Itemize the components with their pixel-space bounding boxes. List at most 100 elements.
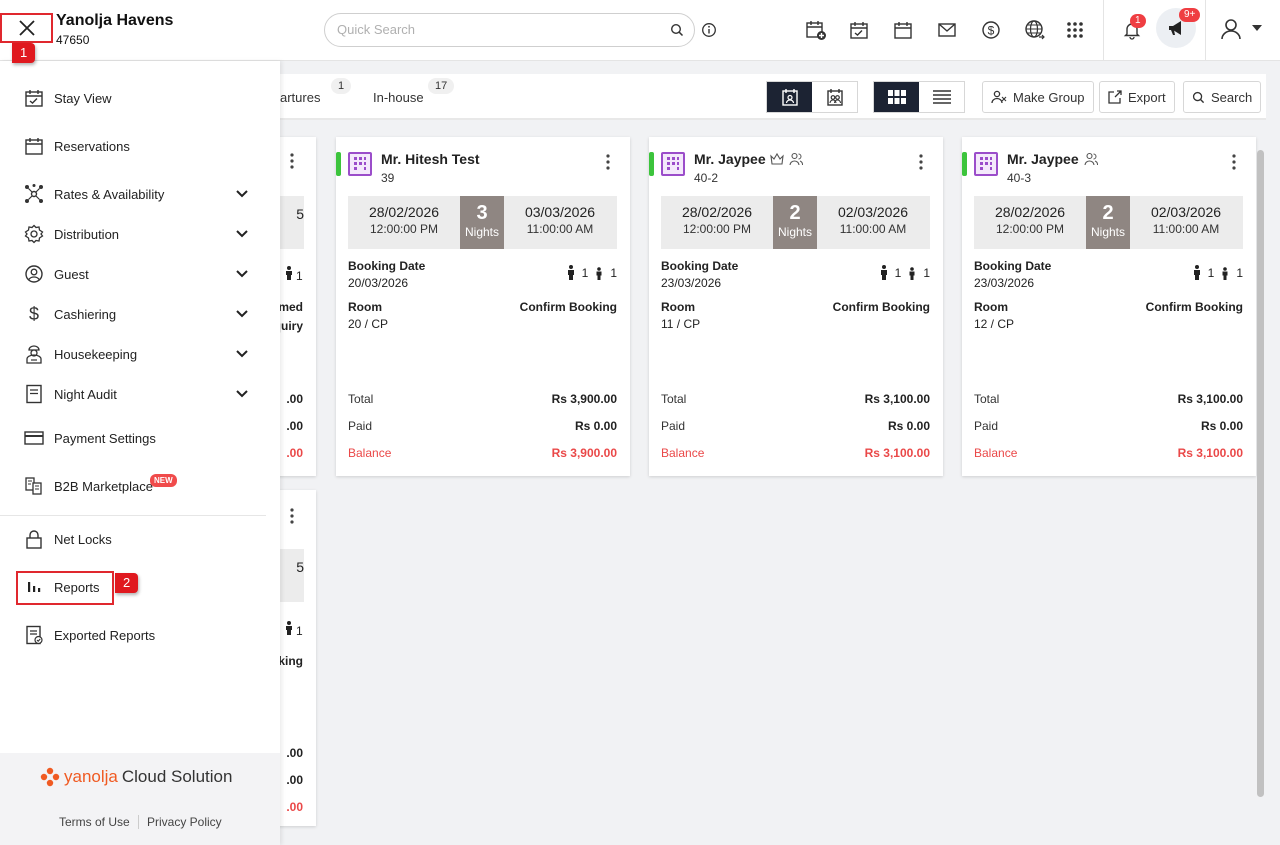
pax-info: 1 1: [566, 265, 617, 280]
guest-view-button[interactable]: [767, 82, 812, 112]
search-button[interactable]: Search: [1183, 81, 1262, 113]
check-out: 02/03/2026 11:00:00 AM: [1130, 204, 1242, 236]
kebab-menu-icon[interactable]: [290, 153, 294, 169]
guest-name[interactable]: Mr. Jaypee: [1007, 151, 1079, 167]
yanolja-logo-icon: [40, 767, 60, 787]
adult-icon: [567, 265, 574, 280]
footer-divider: [138, 815, 139, 829]
reports-highlight: [16, 571, 114, 605]
svg-text:$: $: [988, 24, 995, 38]
terms-link[interactable]: Terms of Use: [59, 815, 130, 829]
mail-icon[interactable]: [935, 18, 959, 42]
nights-label: Nights: [1090, 225, 1125, 239]
check-out-time: 11:00:00 AM: [1152, 222, 1220, 236]
vertical-scrollbar[interactable]: [1257, 150, 1264, 797]
child-icon: [909, 267, 915, 280]
make-group-button[interactable]: Make Group: [982, 81, 1094, 113]
user-avatar-icon[interactable]: [1219, 17, 1243, 41]
kebab-menu-icon[interactable]: [1226, 153, 1242, 171]
sidebar-item-b2b-marketplace[interactable]: B2B Marketplace NEW: [0, 466, 266, 506]
reservation-toolbar: artures 1 In-house 17 Make Group Export …: [280, 74, 1266, 120]
guest-name[interactable]: Mr. Jaypee: [694, 151, 766, 167]
grid-view-button[interactable]: [874, 82, 919, 112]
child-count: 1: [1236, 266, 1243, 280]
tab-departures-count: 1: [331, 78, 352, 94]
sidebar-item-payment-settings[interactable]: Payment Settings: [0, 418, 266, 458]
check-out-date: 02/03/2026: [1150, 204, 1222, 220]
apps-grid-icon[interactable]: [1063, 18, 1087, 42]
list-view-button[interactable]: [919, 82, 964, 112]
booking-date: 23/03/2026: [974, 276, 1035, 290]
sidebar-item-reservations[interactable]: Reservations: [0, 126, 266, 166]
reservation-card[interactable]: Mr. Jaypee 40-3 28/02/2026 12:00:00 PM 2…: [962, 137, 1256, 476]
room-number: 39: [381, 171, 395, 185]
sidebar-item-stay-view[interactable]: Stay View: [0, 78, 266, 118]
quick-search-input[interactable]: [337, 22, 657, 37]
sidebar-item-night-audit[interactable]: Night Audit: [0, 374, 266, 414]
sidebar-item-housekeeping[interactable]: Housekeeping: [0, 334, 266, 374]
export-button[interactable]: Export: [1099, 81, 1175, 113]
reservation-card[interactable]: Mr. Jaypee 40-2 28/02/2026 12:00:00 PM 2…: [649, 137, 943, 476]
guest-name[interactable]: Mr. Hitesh Test: [381, 151, 480, 167]
privacy-link[interactable]: Privacy Policy: [147, 815, 222, 829]
group-icon: [991, 90, 1007, 104]
balance-amount: Rs 3,100.00: [1177, 446, 1243, 460]
sidebar-item-cashiering[interactable]: $ Cashiering: [0, 294, 266, 334]
booking-status: Confirm Booking: [1145, 300, 1243, 314]
sidebar-item-label: Net Locks: [54, 531, 112, 547]
announcement-count-badge: 9+: [1179, 8, 1201, 22]
add-booking-icon[interactable]: [804, 18, 828, 42]
sidebar-item-reports[interactable]: Reports: [0, 567, 266, 607]
kebab-menu-icon[interactable]: [913, 153, 929, 171]
sidebar-item-net-locks[interactable]: Net Locks: [0, 519, 266, 559]
child-count: 1: [923, 266, 930, 280]
lock-icon: [24, 529, 44, 549]
nights-count: 2: [789, 202, 801, 224]
network-icon: [24, 184, 44, 204]
total-amount: Rs 3,900.00: [551, 392, 617, 406]
calendar-icon[interactable]: [891, 18, 915, 42]
quick-search-box[interactable]: [324, 13, 695, 47]
sidebar-divider: [0, 515, 266, 516]
paid-label: Paid: [348, 419, 373, 433]
top-bar: Yanolja Havens 47650 $ 1 9+: [0, 0, 1280, 61]
search-icon[interactable]: [670, 23, 684, 37]
balance-fragment: .00: [286, 446, 303, 460]
check-in-time: 12:00:00 PM: [369, 222, 439, 236]
info-icon[interactable]: [701, 22, 717, 38]
kebab-menu-icon[interactable]: [290, 508, 294, 524]
chevron-down-icon: [236, 390, 248, 398]
chevron-down-icon: [236, 270, 248, 278]
paid-amount: Rs 0.00: [574, 419, 617, 433]
nights-count: 3: [476, 202, 488, 224]
adult-icon: [286, 266, 292, 280]
close-menu-button[interactable]: [0, 13, 53, 43]
globe-icon[interactable]: [1023, 18, 1047, 42]
calendar-check-icon[interactable]: [847, 18, 871, 42]
calendar-icon: [24, 136, 44, 156]
check-out-date: 02/03/2026: [837, 204, 909, 220]
caret-down-icon[interactable]: [1252, 25, 1262, 31]
check-in-date: 28/02/2026: [994, 204, 1066, 220]
room-number: 40-3: [1007, 171, 1032, 185]
stay-date-fragment: 5: [296, 206, 304, 222]
adult-count: 1: [1207, 266, 1215, 280]
sidebar-item-distribution[interactable]: Distribution: [0, 214, 266, 254]
reservation-card[interactable]: Mr. Hitesh Test 39 28/02/2026 12:00:00 P…: [336, 137, 630, 476]
tab-departures[interactable]: artures: [280, 90, 321, 105]
group-view-button[interactable]: [812, 82, 857, 112]
sidebar-item-label: Reservations: [54, 138, 130, 154]
sidebar-item-rates-availability[interactable]: Rates & Availability: [0, 174, 266, 214]
calendar-guest-icon: [781, 89, 798, 106]
group-member-icon: [1084, 152, 1098, 166]
sidebar-item-exported-reports[interactable]: Exported Reports: [0, 615, 266, 655]
dollar-icon[interactable]: $: [979, 18, 1003, 42]
housekeeper-icon: [24, 344, 44, 364]
check-in: 28/02/2026 12:00:00 PM: [974, 204, 1086, 236]
gear-icon: [24, 224, 44, 244]
sidebar-item-guest[interactable]: Guest: [0, 254, 266, 294]
kebab-menu-icon[interactable]: [600, 153, 616, 171]
marketplace-icon: [24, 476, 44, 496]
tab-in-house[interactable]: In-house: [373, 90, 424, 105]
vip-crown-icon: [770, 152, 784, 165]
